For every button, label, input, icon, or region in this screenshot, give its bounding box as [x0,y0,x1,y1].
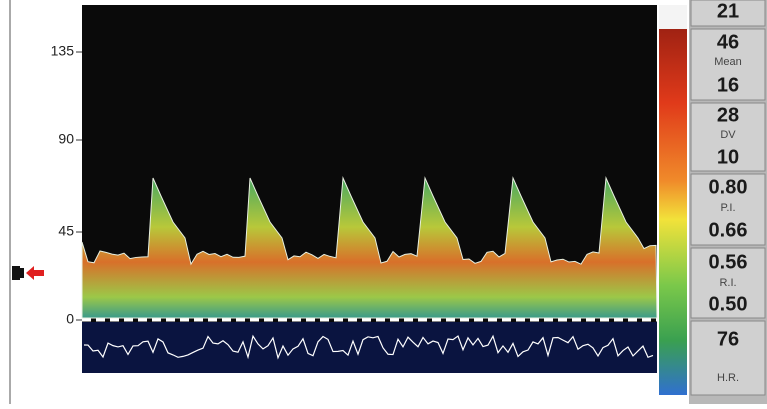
readout-value: 0.56 [709,251,748,273]
readout-value: 16 [717,74,739,96]
readout-label: DV [720,129,736,141]
probe-icon [12,266,44,280]
scale-label: 0 [66,311,74,327]
readout-label: H.R. [717,372,739,384]
readout-value: 0.50 [709,293,748,315]
readout-value: 46 [717,31,739,53]
scale-label: 135 [51,43,75,59]
readout-label: R.I. [719,277,736,289]
readout-value: 0.66 [709,219,748,241]
readout-label: Mean [714,56,742,68]
readout-value: 28 [717,104,739,126]
readout-value: 21 [717,0,739,22]
readout-value: 76 [717,328,739,350]
reverse-flow [82,322,657,373]
doppler-screen: 135 90 45 0 21 46 Mean 16 28 DV 10 0.80 … [0,0,767,404]
readout-value: 0.80 [709,176,748,198]
readout-label: P.I. [720,202,735,214]
scale-label: 45 [58,223,74,239]
readout-value: 10 [717,146,739,168]
color-bar [659,5,687,395]
color-bar-top [659,5,687,29]
scale-label: 90 [58,131,74,147]
